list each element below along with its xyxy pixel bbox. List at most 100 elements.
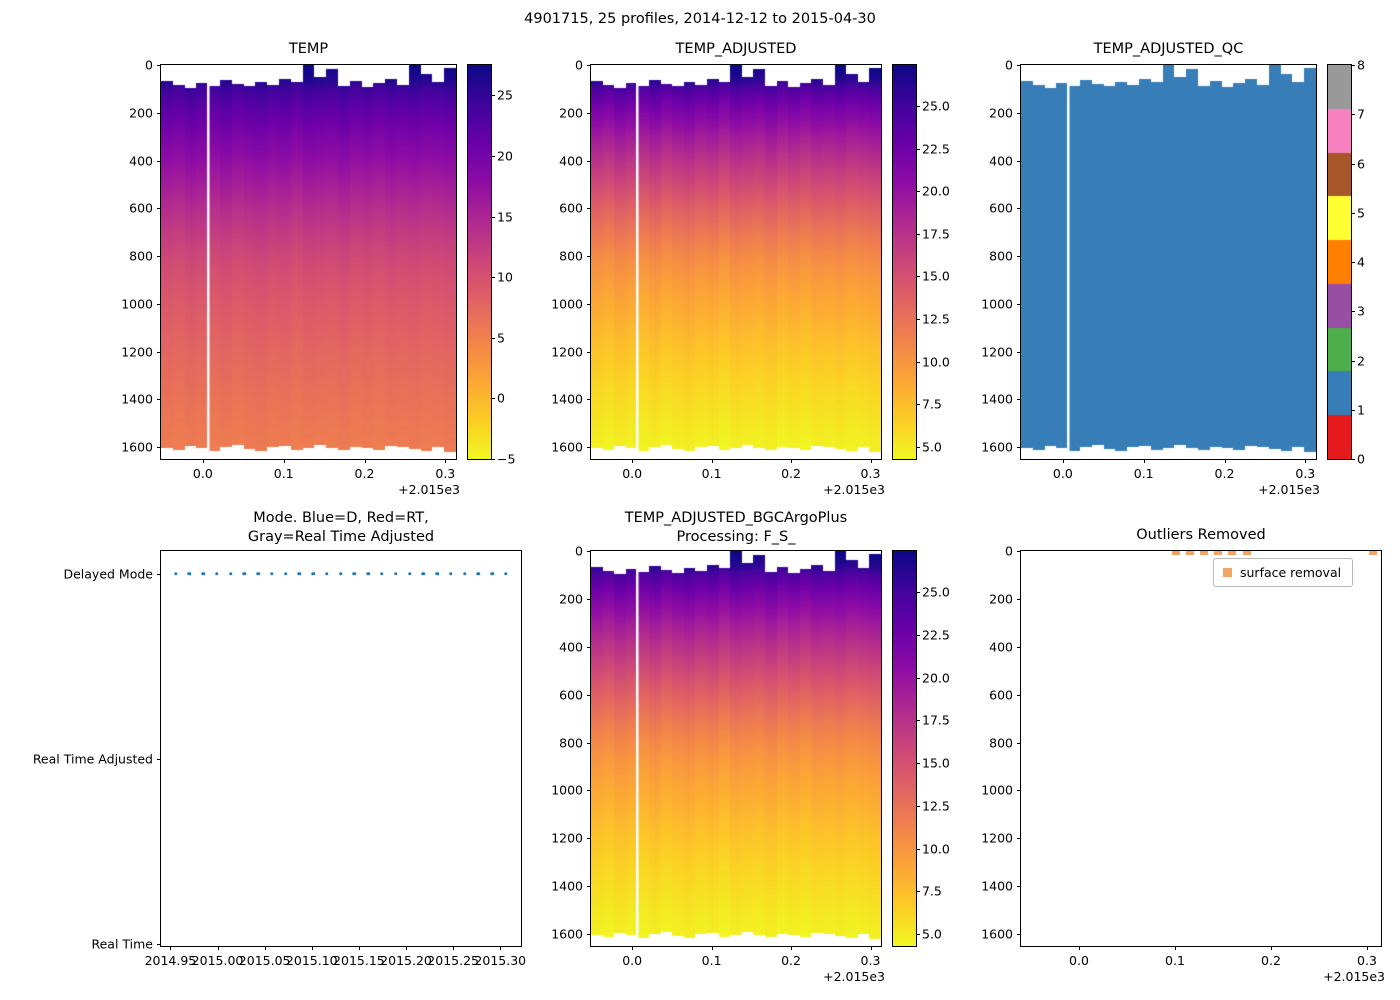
- colorbar-tick-mark: [491, 95, 495, 97]
- colorbar-tick-label: 6: [1357, 156, 1365, 171]
- panel-temp-adjusted-plot-area: [591, 65, 881, 459]
- y-tick-mark: [587, 256, 591, 258]
- colorbar-tick-mark: [491, 277, 495, 279]
- mode-point: [187, 572, 192, 576]
- colorbar-tick-mark: [1351, 163, 1355, 165]
- x-tick-mark: [1143, 459, 1145, 463]
- x-tick-mark: [791, 459, 793, 463]
- temp-adjusted-bgc-heatmap-canvas: [591, 551, 881, 946]
- outlier-marker: [1368, 551, 1377, 555]
- y-tick-label: 1200: [551, 830, 583, 846]
- x-tick-mark: [364, 459, 366, 463]
- colorbar-tick-label: 5: [1357, 205, 1365, 221]
- y-tick-mark: [587, 934, 591, 936]
- x-tick-mark: [1174, 946, 1176, 950]
- y-tick-mark: [587, 838, 591, 840]
- y-tick-mark: [587, 694, 591, 696]
- colorbar-tick-label: 25.0: [922, 584, 950, 600]
- y-tick-label: 1200: [551, 344, 583, 360]
- mode-point: [462, 572, 467, 576]
- outlier-marker: [1200, 551, 1209, 555]
- y-tick-mark: [157, 759, 161, 761]
- x-tick-mark: [711, 946, 713, 950]
- x-tick-label: 2015.25: [427, 953, 479, 968]
- x-tick-mark: [264, 946, 266, 950]
- panel-mode: Mode. Blue=D, Red=RT, Gray=Real Time Adj…: [33, 510, 526, 968]
- colorbar-tick-label: 1: [1357, 402, 1365, 418]
- y-tick-mark: [157, 303, 161, 305]
- y-tick-mark: [157, 256, 161, 258]
- panel-temp-adjusted-bgc: TEMP_ADJUSTED_BGCArgoPlus Processing: F_…: [551, 510, 950, 984]
- colorbar-tick-label: 0: [497, 390, 505, 406]
- colorbar-tick-mark: [1351, 459, 1355, 460]
- colorbar-tick-label: 7.5: [922, 883, 942, 899]
- colorbar-tick-label: 7: [1357, 106, 1365, 122]
- colorbar-tick-mark: [491, 155, 495, 157]
- colorbar-gradient: [893, 551, 916, 946]
- colorbar-tick-mark: [916, 361, 920, 363]
- y-tick-mark: [1017, 256, 1021, 258]
- x-tick-label: 0.1: [701, 466, 722, 481]
- x-tick-mark: [870, 459, 872, 463]
- x-tick-label: 0.0: [1069, 953, 1089, 968]
- y-tick-label: 1200: [981, 830, 1013, 846]
- panel-mode-title-line2: Gray=Real Time Adjusted: [247, 528, 435, 545]
- x-tick-label: 0.2: [1214, 466, 1235, 481]
- y-tick-label: 1000: [551, 296, 583, 312]
- y-tick-label: 0: [575, 543, 583, 559]
- y-tick-label: 0: [1005, 543, 1013, 559]
- y-tick-label: 400: [129, 153, 153, 168]
- mode-point: [173, 572, 178, 576]
- x-tick-label: 2015.00: [191, 953, 244, 968]
- colorbar-tick-mark: [916, 891, 920, 893]
- colorbar-tick-label: 10.0: [922, 841, 950, 857]
- x-tick-mark: [632, 946, 634, 950]
- panel-mode-title: Mode. Blue=D, Red=RT, Gray=Real Time Adj…: [107, 509, 575, 547]
- y-tick-label: 1400: [551, 878, 583, 894]
- x-tick-label: 0.0: [1052, 466, 1073, 481]
- x-tick-mark: [632, 459, 634, 463]
- y-tick-mark: [157, 112, 161, 114]
- y-tick-mark: [157, 208, 161, 210]
- x-tick-mark: [1305, 459, 1307, 463]
- y-tick-label: 200: [989, 591, 1013, 607]
- colorbar-tick-label: 15: [497, 209, 513, 225]
- y-tick-label: 1600: [121, 439, 153, 455]
- y-tick-mark: [1017, 351, 1021, 353]
- y-tick-label: 0: [145, 57, 153, 73]
- x-tick-mark: [170, 946, 172, 950]
- mode-point: [407, 572, 412, 576]
- x-tick-mark: [453, 946, 455, 950]
- y-tick-mark: [1017, 742, 1021, 744]
- colorbar-tick-label: 15.0: [922, 755, 950, 771]
- y-tick-label: 1000: [551, 782, 583, 798]
- mode-point: [311, 572, 315, 576]
- colorbar-tick-label: 25.0: [922, 98, 950, 114]
- outlier-marker: [1172, 551, 1181, 555]
- y-tick-mark: [587, 399, 591, 401]
- x-tick-mark: [1366, 946, 1368, 950]
- y-tick-mark: [1017, 694, 1021, 696]
- y-tick-label: 1400: [981, 878, 1013, 894]
- y-tick-mark: [1017, 886, 1021, 888]
- y-tick-label: 600: [129, 200, 153, 216]
- x-tick-label: 0.2: [1261, 953, 1281, 968]
- y-tick-mark: [587, 208, 591, 210]
- colorbar-tick-label: 4: [1357, 254, 1365, 270]
- colorbar: 25.0 22.5 20.0 17.5 15.0 12.5 10.0 7.5 5.0: [892, 550, 950, 947]
- x-axis-offset-label: +2.015e3: [1323, 969, 1385, 984]
- mode-point: [366, 572, 370, 576]
- colorbar-tick-mark: [1351, 212, 1355, 214]
- y-tick-label: 800: [129, 248, 153, 264]
- panel-temp-adjusted-qc-plot-area: [1021, 65, 1316, 459]
- y-tick-label: 0: [575, 57, 583, 73]
- mode-point: [215, 572, 219, 576]
- x-tick-mark: [202, 459, 204, 463]
- y-tick-label: 200: [129, 105, 153, 121]
- colorbar-tick-label: 20: [497, 148, 513, 164]
- mode-point: [380, 572, 384, 576]
- panel-temp-adjusted-title: TEMP_ADJUSTED: [675, 41, 797, 57]
- colorbar-tick-mark: [1351, 409, 1355, 411]
- colorbar-tick-mark: [1351, 311, 1355, 313]
